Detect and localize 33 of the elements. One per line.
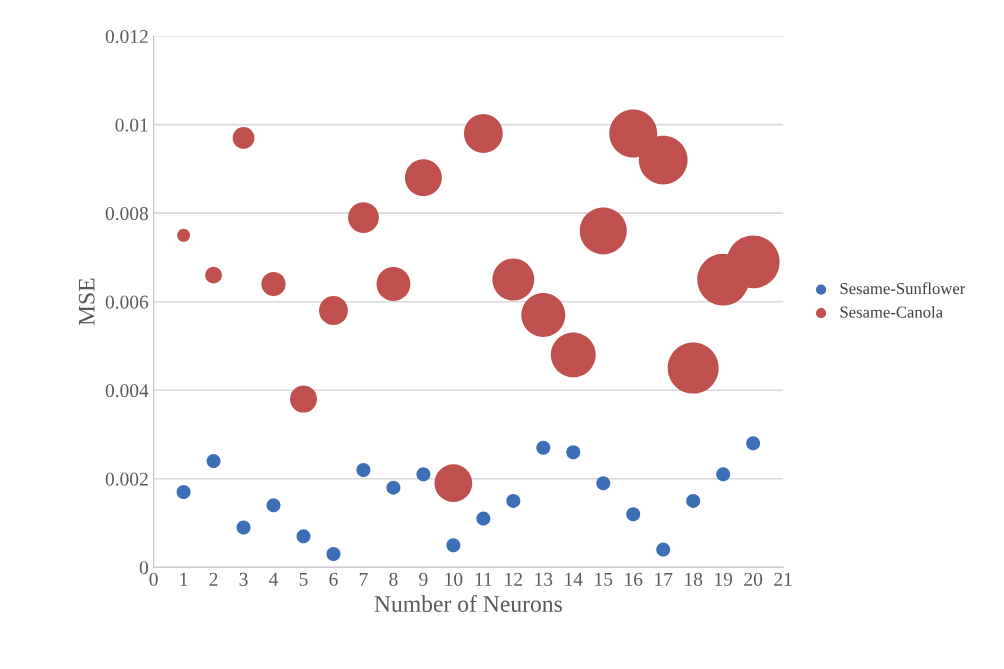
x-tick-label: 3 (239, 572, 248, 586)
x-tick-label: 5 (299, 572, 308, 586)
x-tick-label: 14 (565, 572, 583, 586)
x-tick-label: 2 (209, 572, 218, 586)
x-tick-label: 8 (389, 572, 398, 586)
y-axis-title: MSE (78, 278, 95, 326)
legend-label: Sesame-Sunflower (840, 282, 966, 295)
y-tick-label: 0 (139, 561, 149, 575)
x-tick-label: 20 (744, 572, 763, 586)
y-tick-label: 0.006 (105, 295, 149, 309)
x-tick-label: 12 (505, 572, 522, 586)
x-tick-label: 7 (359, 572, 368, 586)
x-tick-label: 13 (535, 572, 553, 586)
x-tick-label: 1 (180, 572, 188, 586)
x-tick-label: 10 (445, 572, 463, 586)
x-axis-title: Number of Neurons (374, 595, 562, 612)
x-tick-label: 19 (715, 572, 733, 586)
x-tick-label: 17 (655, 572, 673, 586)
x-tick-label: 4 (269, 572, 279, 586)
y-tick-label: 0.012 (105, 29, 148, 44)
x-tick-label: 16 (625, 572, 643, 586)
x-tick-label: 21 (774, 572, 792, 586)
legend-label: Sesame-Canola (840, 305, 943, 318)
x-tick-label: 18 (685, 572, 703, 586)
x-tick-label: 11 (475, 572, 492, 586)
y-tick-label: 0.008 (105, 207, 149, 221)
x-tick-label: 6 (329, 572, 338, 586)
y-tick-label: 0.002 (105, 472, 148, 486)
y-tick-label: 0.004 (105, 384, 149, 398)
x-tick-label: 9 (419, 572, 428, 586)
x-tick-label: 0 (149, 572, 158, 586)
y-tick-label: 0.01 (115, 118, 148, 132)
x-tick-label: 15 (595, 572, 613, 586)
